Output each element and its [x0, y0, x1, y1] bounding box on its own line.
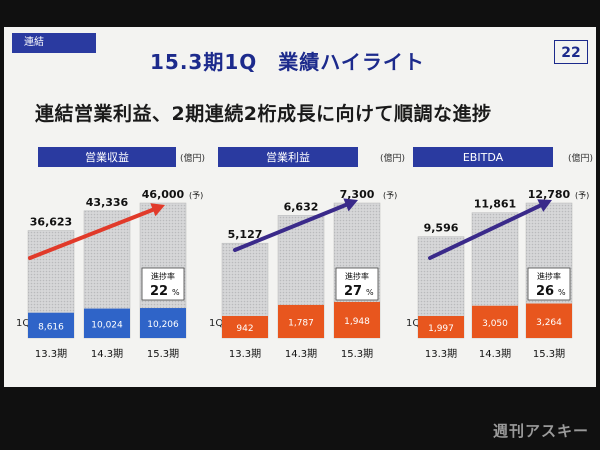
chart-header-box	[38, 147, 176, 167]
category-label: 13.3期	[35, 348, 67, 360]
bar-total-value: 5,127	[228, 228, 263, 241]
category-label: 14.3期	[285, 348, 317, 360]
progress-unit: %	[558, 288, 566, 297]
bar-1q-value: 1,948	[344, 317, 370, 327]
bar-total-value: 36,623	[30, 216, 72, 229]
bar-total-value: 7,300	[340, 188, 375, 201]
trend-arrow-head	[537, 199, 552, 212]
progress-value: 27	[344, 284, 362, 299]
progress-box	[527, 267, 571, 301]
progress-box	[335, 267, 379, 301]
bar-1q-value: 10,024	[91, 320, 123, 330]
bar-total-value: 9,596	[424, 222, 459, 235]
page-number: 22	[554, 40, 588, 64]
chart-header-box	[218, 147, 358, 167]
bar-1q-value: 1,787	[288, 318, 314, 328]
forecast-mark: (予)	[575, 191, 589, 200]
bar-1q-value: 1,997	[428, 324, 454, 334]
bar-1q	[28, 312, 74, 338]
trend-arrow-shaft	[28, 207, 155, 260]
category-label: 13.3期	[425, 348, 457, 360]
progress-value: 22	[150, 284, 168, 299]
progress-box	[141, 267, 185, 301]
trend-arrow-head	[343, 198, 358, 212]
trend-arrow-shaft	[428, 203, 543, 260]
bar-1q	[418, 316, 464, 338]
trend-arrow-head	[150, 203, 165, 217]
bar-1q-value: 8,616	[38, 322, 64, 332]
forecast-mark: (予)	[383, 191, 397, 200]
category-label: 15.3期	[533, 348, 565, 360]
progress-label: 進捗率	[345, 271, 369, 281]
forecast-mark: (予)	[189, 191, 203, 200]
category-label: 14.3期	[479, 348, 511, 360]
chart-header-box	[413, 147, 553, 167]
watermark-logo: 週刊アスキー	[493, 422, 590, 440]
row-label-1q: 1Q	[406, 318, 420, 329]
bar-1q-value: 942	[236, 324, 253, 334]
slide-title: 15.3期1Q 業績ハイライト	[150, 50, 425, 74]
bar-1q	[526, 303, 572, 338]
progress-unit: %	[172, 288, 180, 297]
bar-1q-value: 3,264	[536, 318, 562, 328]
row-label-1q: 1Q	[16, 318, 30, 329]
consolidated-tag: 連結	[12, 33, 96, 53]
category-label: 15.3期	[341, 348, 373, 360]
bar-1q-value: 10,206	[147, 320, 179, 330]
slide-headline: 連結営業利益、2期連続2桁成長に向けて順調な進捗	[35, 103, 492, 125]
bar-total-value: 11,861	[474, 198, 516, 211]
chart-unit-label: (億円)	[180, 152, 205, 164]
bar-1q-value: 3,050	[482, 319, 508, 329]
bar-1q	[278, 304, 324, 338]
progress-label: 進捗率	[151, 271, 175, 281]
chart-header-title: 営業収益	[85, 150, 129, 164]
category-label: 15.3期	[147, 348, 179, 360]
trend-arrow-shaft	[233, 202, 348, 252]
bar-1q	[84, 308, 130, 338]
chart-header-title: EBITDA	[463, 151, 504, 164]
bar-1q	[334, 301, 380, 338]
bar-1q	[472, 305, 518, 338]
progress-label: 進捗率	[537, 271, 561, 281]
bar-total-value: 43,336	[86, 196, 129, 209]
bar-total-value: 12,780	[528, 188, 571, 201]
bar-1q	[140, 308, 186, 338]
progress-value: 26	[536, 284, 554, 299]
category-label: 13.3期	[229, 348, 261, 360]
bar-total-value: 46,000	[142, 188, 185, 201]
chart-unit-label: (億円)	[568, 152, 593, 164]
category-label: 14.3期	[91, 348, 123, 360]
progress-unit: %	[366, 288, 374, 297]
chart-header-title: 営業利益	[266, 150, 310, 164]
chart-unit-label: (億円)	[380, 152, 405, 164]
bar-total-value: 6,632	[284, 200, 319, 213]
bar-1q	[222, 316, 268, 338]
row-label-1q: 1Q	[209, 318, 223, 329]
